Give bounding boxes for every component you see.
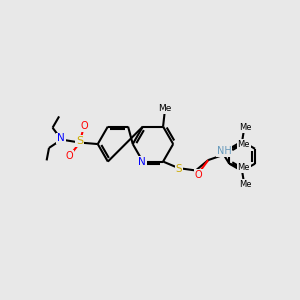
Text: O: O bbox=[194, 170, 202, 180]
Text: O: O bbox=[80, 121, 88, 131]
Text: Me: Me bbox=[238, 140, 250, 149]
Text: Me: Me bbox=[238, 163, 250, 172]
Text: N: N bbox=[57, 134, 65, 143]
Text: NH: NH bbox=[217, 146, 232, 156]
Text: N: N bbox=[138, 157, 146, 167]
Text: S: S bbox=[76, 136, 83, 146]
Text: S: S bbox=[176, 164, 182, 174]
Text: Me: Me bbox=[158, 104, 172, 113]
Text: Me: Me bbox=[239, 180, 251, 189]
Text: Me: Me bbox=[239, 124, 251, 133]
Text: O: O bbox=[66, 151, 73, 160]
